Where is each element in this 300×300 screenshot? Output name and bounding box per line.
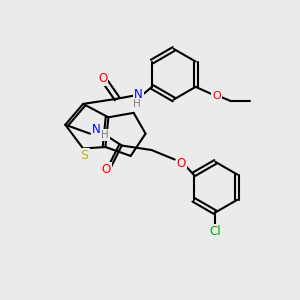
Text: N: N — [134, 88, 143, 101]
Text: S: S — [81, 148, 88, 162]
Text: O: O — [101, 164, 111, 176]
Text: O: O — [212, 91, 221, 101]
Text: O: O — [98, 72, 107, 85]
Text: H: H — [133, 99, 141, 109]
Text: Cl: Cl — [210, 225, 221, 238]
Text: O: O — [177, 157, 186, 170]
Text: N: N — [92, 123, 101, 136]
Text: H: H — [101, 130, 109, 140]
